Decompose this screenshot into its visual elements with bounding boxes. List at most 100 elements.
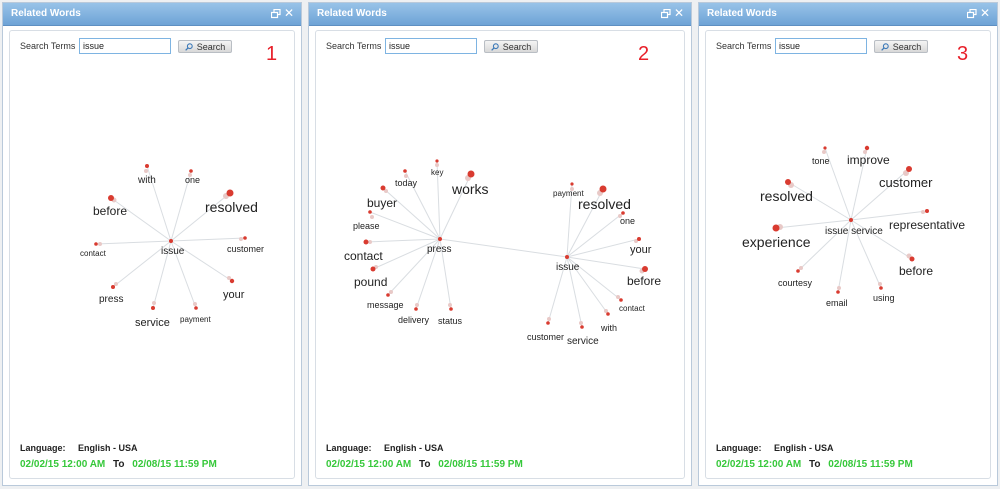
svg-text:issue: issue: [556, 262, 580, 273]
svg-text:key: key: [431, 168, 443, 177]
svg-text:experience: experience: [742, 234, 811, 250]
panel-titlebar[interactable]: Related Words ✕: [699, 3, 997, 26]
word-node-contact[interactable]: contact: [344, 239, 383, 264]
word-node-resolved[interactable]: resolved: [205, 189, 258, 216]
svg-text:before: before: [93, 204, 127, 218]
svg-text:contact: contact: [619, 304, 646, 313]
panel-body: Search Terms Search 2: [315, 30, 685, 479]
related-words-panel-2: Related Words ✕ Search Terms Search 2: [308, 2, 692, 486]
restore-icon[interactable]: [661, 9, 671, 19]
panel-number-annotation: 2: [638, 43, 650, 65]
svg-text:works: works: [451, 181, 489, 197]
search-terms-label: Search Terms: [20, 41, 76, 51]
word-node-experience[interactable]: experience: [742, 224, 811, 250]
word-node-key[interactable]: key: [431, 159, 443, 177]
word-node-issue[interactable]: issue: [556, 255, 580, 273]
word-graph: key today works buyer please contact: [344, 159, 661, 347]
word-node-issue[interactable]: issue: [161, 239, 185, 257]
word-node-contact-2[interactable]: contact: [616, 295, 646, 313]
word-node-works[interactable]: works: [451, 170, 489, 198]
word-node-your[interactable]: your: [630, 237, 652, 256]
svg-text:resolved: resolved: [760, 188, 813, 204]
svg-text:using: using: [873, 293, 895, 303]
close-icon[interactable]: ✕: [979, 6, 991, 20]
word-node-status[interactable]: status: [438, 303, 463, 326]
svg-text:courtesy: courtesy: [778, 278, 813, 288]
panel-titlebar[interactable]: Related Words ✕: [3, 3, 301, 26]
word-node-customer[interactable]: customer: [527, 317, 564, 342]
word-graph: tone improve customer resolved represent…: [742, 145, 965, 308]
word-node-tone[interactable]: tone: [812, 146, 830, 166]
word-node-resolved[interactable]: resolved: [760, 179, 813, 204]
search-terms-label: Search Terms: [326, 41, 382, 51]
related-words-panel-1: Related Words ✕ Search Terms Search 1: [2, 2, 302, 486]
language-row: Language: English - USA: [716, 443, 834, 453]
search-input[interactable]: [385, 38, 477, 54]
close-icon[interactable]: ✕: [673, 6, 685, 20]
panel-body: Search Terms Search 3: [705, 30, 991, 479]
svg-text:email: email: [826, 298, 848, 308]
word-node-customer[interactable]: customer: [227, 236, 264, 254]
word-node-today[interactable]: today: [395, 169, 418, 188]
word-node-resolved[interactable]: resolved: [578, 185, 631, 213]
word-node-your[interactable]: your: [223, 276, 245, 301]
word-node-issue-service[interactable]: issue service: [825, 218, 883, 237]
svg-text:issue service: issue service: [825, 226, 883, 237]
word-node-service[interactable]: service: [135, 301, 170, 329]
language-row: Language: English - USA: [20, 443, 138, 453]
word-node-press[interactable]: press: [427, 237, 451, 255]
svg-text:service: service: [135, 317, 170, 329]
language-label: Language:: [716, 443, 762, 453]
word-node-with[interactable]: with: [137, 164, 156, 186]
word-node-payment[interactable]: payment: [553, 182, 584, 198]
restore-icon[interactable]: [271, 9, 281, 19]
svg-text:your: your: [630, 244, 652, 256]
word-node-representative[interactable]: representative: [889, 209, 965, 232]
word-node-before[interactable]: before: [899, 253, 933, 279]
date-from: 02/02/15 12:00 AM: [326, 459, 412, 470]
close-icon[interactable]: ✕: [283, 6, 295, 20]
restore-icon[interactable]: [967, 9, 977, 19]
search-button[interactable]: Search: [484, 40, 538, 53]
search-input[interactable]: [79, 38, 171, 54]
word-node-buyer[interactable]: buyer: [367, 185, 397, 211]
word-node-delivery[interactable]: delivery: [398, 303, 430, 325]
date-range: 02/02/15 12:00 AM To 02/08/15 11:59 PM: [20, 459, 217, 470]
svg-text:resolved: resolved: [205, 199, 258, 215]
svg-text:press: press: [99, 294, 123, 305]
word-node-email[interactable]: email: [826, 286, 848, 308]
word-node-using[interactable]: using: [873, 282, 895, 303]
word-node-message[interactable]: message: [367, 290, 404, 310]
word-node-contact[interactable]: contact: [80, 242, 107, 258]
word-node-customer[interactable]: customer: [879, 166, 933, 190]
word-node-before[interactable]: before: [627, 266, 661, 288]
word-node-courtesy[interactable]: courtesy: [778, 266, 813, 288]
word-node-service[interactable]: service: [567, 321, 599, 347]
word-node-please[interactable]: please: [353, 210, 380, 231]
search-button[interactable]: Search: [178, 40, 232, 53]
panel-number-annotation: 3: [957, 43, 969, 65]
word-node-one[interactable]: one: [185, 169, 200, 185]
word-node-press[interactable]: press: [99, 282, 123, 305]
word-node-pound[interactable]: pound: [354, 265, 387, 289]
date-range: 02/02/15 12:00 AM To 02/08/15 11:59 PM: [326, 459, 523, 470]
search-button-label: Search: [892, 41, 922, 52]
language-value: English - USA: [384, 443, 444, 453]
date-to-label: To: [419, 459, 431, 470]
search-button[interactable]: Search: [874, 40, 928, 53]
language-label: Language:: [20, 443, 66, 453]
word-node-with[interactable]: with: [600, 309, 617, 333]
word-node-payment[interactable]: payment: [180, 302, 211, 324]
search-input[interactable]: [775, 38, 867, 54]
word-node-improve[interactable]: improve: [847, 145, 890, 167]
svg-text:press: press: [427, 244, 451, 255]
svg-text:buyer: buyer: [367, 196, 397, 210]
panel-body: Search Terms Search 1: [9, 30, 295, 479]
word-node-before[interactable]: before: [93, 195, 127, 218]
panel-titlebar[interactable]: Related Words ✕: [309, 3, 691, 26]
svg-text:improve: improve: [847, 153, 890, 167]
search-icon: [184, 42, 193, 51]
svg-text:message: message: [367, 300, 404, 310]
svg-text:with: with: [137, 175, 156, 186]
word-node-one[interactable]: one: [618, 211, 635, 226]
